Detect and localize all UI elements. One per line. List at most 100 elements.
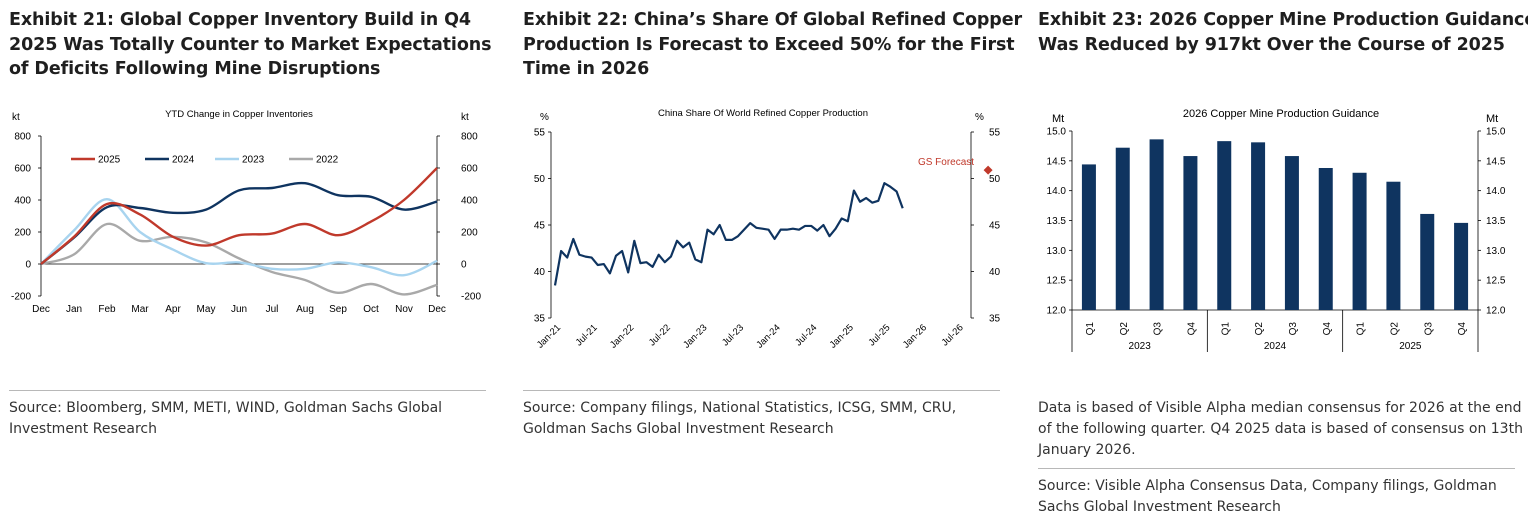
y-tick-label: 50 — [534, 174, 546, 185]
y-tick-label-right: -200 — [461, 292, 481, 303]
y-tick-label-right: 35 — [989, 314, 1001, 325]
x-tick-label: Jul-23 — [720, 322, 746, 348]
title-line: Exhibit 22: China’s Share Of Global Refi… — [523, 10, 1023, 30]
x-tick-label: Jan-22 — [608, 322, 636, 350]
y-axis-label: % — [540, 112, 549, 123]
bar — [1386, 181, 1401, 310]
source-line: Goldman Sachs Global Investment Research — [523, 421, 834, 437]
y-tick-label: 40 — [534, 267, 546, 278]
legend-label: 2023 — [242, 155, 265, 166]
x-tick-label: Q4 — [1322, 322, 1333, 336]
x-tick-label: Mar — [131, 304, 149, 315]
series-line-2024 — [40, 181, 438, 265]
series-line-2023 — [40, 197, 438, 277]
group-label: 2023 — [1129, 341, 1152, 352]
y-tick-label: 14.5 — [1047, 156, 1067, 167]
bar — [1352, 172, 1367, 310]
exhibit-23-title: Exhibit 23: 2026 Copper Mine Production … — [1038, 8, 1528, 57]
x-tick-label: Jul-21 — [574, 322, 600, 348]
y-tick-label: 13.5 — [1047, 216, 1067, 227]
x-tick-label: Oct — [363, 304, 379, 315]
source-line: Source: Company filings, National Statis… — [523, 400, 957, 416]
y-axis-label: kt — [12, 112, 20, 123]
legend-label: 2022 — [316, 155, 339, 166]
mine-guidance-chart: 2026 Copper Mine Production Guidance Mt Mt… — [1047, 108, 1506, 352]
bar — [1454, 222, 1469, 310]
y-tick-label: 400 — [14, 196, 31, 207]
x-tick-label: Nov — [395, 304, 413, 315]
x-tick-label: Apr — [165, 304, 181, 315]
title-line: of Deficits Following Mine Disruptions — [9, 59, 381, 79]
x-tick-label: Q4 — [1186, 322, 1197, 336]
y-tick-label-right: 800 — [461, 132, 478, 143]
bar — [1183, 156, 1198, 310]
y-tick-label: 800 — [14, 132, 31, 143]
exhibit-22-source: Source: Company filings, National Statis… — [523, 398, 956, 440]
y-tick-label: 35 — [534, 314, 546, 325]
y-tick-label-right: 14.0 — [1486, 186, 1506, 197]
title-line: 2025 Was Totally Counter to Market Expec… — [9, 34, 492, 55]
x-tick-label: Dec — [428, 304, 446, 315]
y-tick-label: 55 — [534, 128, 546, 139]
group-label: 2025 — [1399, 341, 1422, 352]
source-line: Sachs Global Investment Research — [1038, 499, 1281, 515]
x-tick-label: Jan-26 — [901, 322, 929, 350]
y-axis-label-right: kt — [461, 112, 469, 123]
chart-title: China Share Of World Refined Copper Prod… — [658, 108, 868, 119]
exhibit-23-note: Data is based of Visible Alpha median co… — [1038, 398, 1523, 461]
y-axis-label: Mt — [1052, 113, 1064, 125]
note-line: Data is based of Visible Alpha median co… — [1038, 400, 1522, 416]
y-axis-label-right: % — [975, 112, 984, 123]
x-tick-label: Jul-22 — [647, 322, 673, 348]
y-tick-label: 600 — [14, 164, 31, 175]
x-tick-label: Sep — [329, 304, 347, 315]
divider — [9, 390, 486, 391]
x-tick-label: Q4 — [1457, 322, 1468, 336]
y-tick-label-right: 15.0 — [1486, 127, 1506, 138]
china-share-chart: China Share Of World Refined Copper Prod… — [534, 108, 1001, 351]
divider — [523, 390, 1000, 391]
source-line: Source: Bloomberg, SMM, METI, WIND, Gold… — [9, 400, 443, 416]
y-axis-label-right: Mt — [1486, 113, 1498, 125]
exhibit-23-panel: Exhibit 23: 2026 Copper Mine Production … — [1038, 0, 1528, 519]
source-line: Investment Research — [9, 421, 157, 437]
exhibit-21-source: Source: Bloomberg, SMM, METI, WIND, Gold… — [9, 398, 442, 440]
y-tick-label-right: 600 — [461, 164, 478, 175]
x-tick-label: Q1 — [1220, 322, 1231, 336]
group-label: 2024 — [1264, 341, 1287, 352]
y-tick-label-right: 200 — [461, 228, 478, 239]
x-tick-label: Jul-26 — [940, 322, 966, 348]
exhibit-22-panel: Exhibit 22: China’s Share Of Global Refi… — [523, 0, 1022, 519]
inventory-chart: YTD Change in Copper Inventories kt kt -200… — [11, 109, 481, 315]
chart-title: 2026 Copper Mine Production Guidance — [1183, 108, 1379, 120]
exhibit-21-panel: Exhibit 21: Global Copper Inventory Buil… — [9, 0, 492, 519]
x-tick-label: Jan-24 — [754, 322, 782, 350]
forecast-label: GS Forecast — [918, 157, 974, 168]
x-tick-label: May — [197, 304, 216, 315]
x-tick-label: Jul — [266, 304, 279, 315]
y-tick-label-right: 12.0 — [1486, 306, 1506, 317]
y-tick-label: 12.5 — [1047, 276, 1067, 287]
bar — [1318, 167, 1333, 310]
bar — [1115, 147, 1130, 310]
title-line: Production Is Forecast to Exceed 50% for… — [523, 34, 1015, 55]
note-line: January 2026. — [1038, 442, 1136, 458]
exhibit-22-title: Exhibit 22: China’s Share Of Global Refi… — [523, 8, 1022, 82]
y-tick-label-right: 0 — [461, 260, 467, 271]
chart-title: YTD Change in Copper Inventories — [165, 109, 313, 120]
bar — [1081, 164, 1096, 310]
y-tick-label: -200 — [11, 292, 31, 303]
y-tick-label: 12.0 — [1047, 306, 1067, 317]
x-tick-label: Jan-21 — [535, 322, 563, 350]
x-tick-label: Q1 — [1356, 322, 1367, 336]
legend-label: 2024 — [172, 155, 195, 166]
divider — [1038, 468, 1515, 469]
x-tick-label: Q3 — [1288, 322, 1299, 336]
bar — [1251, 142, 1266, 310]
x-tick-label: Q2 — [1119, 322, 1130, 336]
x-tick-label: Q3 — [1423, 322, 1434, 336]
x-tick-label: Feb — [98, 304, 116, 315]
bar — [1149, 139, 1164, 310]
y-tick-label: 15.0 — [1047, 127, 1067, 138]
x-tick-label: Q1 — [1085, 322, 1096, 336]
